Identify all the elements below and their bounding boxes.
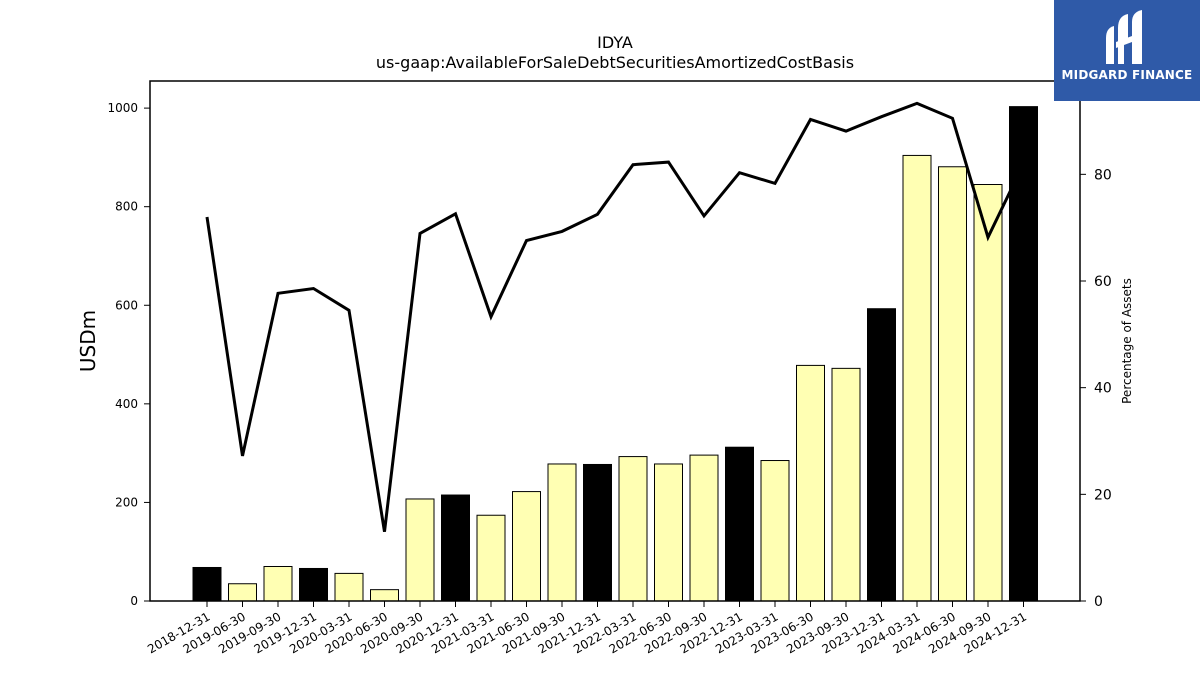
bar-2023-09-30 bbox=[831, 367, 861, 602]
right-tick-label: 40 bbox=[1094, 381, 1112, 397]
bar-2024-09-30 bbox=[973, 184, 1003, 602]
right-tick-label: 60 bbox=[1094, 274, 1112, 290]
chart-subtitle: us-gaap:AvailableForSaleDebtSecuritiesAm… bbox=[376, 53, 854, 72]
right-tick-label: 80 bbox=[1094, 167, 1112, 183]
midgard-logo-icon bbox=[1106, 10, 1142, 64]
bar-2019-06-30 bbox=[228, 583, 257, 602]
bar-2019-09-30 bbox=[263, 565, 293, 602]
bar-2024-12-31 bbox=[1009, 106, 1038, 602]
right-tick-label: 0 bbox=[1094, 594, 1103, 610]
bar-2020-06-30 bbox=[370, 589, 399, 602]
chart-title: IDYA bbox=[597, 33, 633, 52]
bar-2023-03-31 bbox=[760, 460, 790, 602]
x-axis: 2018-12-312019-06-302019-09-302019-12-31… bbox=[145, 601, 1029, 656]
right-tick-label: 20 bbox=[1094, 487, 1112, 503]
left-tick-label: 800 bbox=[115, 200, 138, 214]
bar-2020-12-31 bbox=[441, 494, 470, 602]
left-axis: 0 200 400 600 800 1000 bbox=[107, 101, 150, 608]
bar-2021-06-30 bbox=[512, 491, 541, 602]
left-tick-label: 400 bbox=[115, 397, 138, 411]
bar-2022-03-31 bbox=[618, 456, 648, 602]
bar-2020-03-31 bbox=[334, 572, 364, 602]
bar-2020-09-30 bbox=[405, 498, 435, 602]
left-axis-label: USDm bbox=[76, 310, 100, 372]
bar-series bbox=[192, 106, 1038, 602]
bar-2019-12-31 bbox=[299, 567, 328, 602]
plot-frame bbox=[149, 80, 1081, 602]
bar-2021-03-31 bbox=[476, 514, 506, 602]
bar-2018-12-31 bbox=[192, 566, 222, 602]
left-tick-label: 600 bbox=[115, 298, 138, 312]
bar-2024-06-30 bbox=[938, 166, 967, 602]
bar-2022-09-30 bbox=[689, 454, 719, 602]
bar-2021-09-30 bbox=[547, 463, 577, 602]
bar-2023-12-31 bbox=[867, 308, 896, 602]
bar-2022-06-30 bbox=[654, 463, 683, 602]
left-tick-label: 1000 bbox=[107, 101, 138, 115]
line-series-layer bbox=[205, 101, 1025, 532]
right-axis: 0 20 40 60 80 bbox=[1080, 167, 1112, 610]
brand-logo: MIDGARD FINANCE bbox=[1054, 0, 1200, 101]
bar-2022-12-31 bbox=[725, 446, 754, 602]
left-tick-label: 200 bbox=[115, 495, 138, 509]
bar-2021-12-31 bbox=[583, 463, 612, 602]
right-axis-label: Percentage of Assets bbox=[1120, 278, 1134, 404]
bar-2023-06-30 bbox=[796, 364, 825, 602]
percentage-line bbox=[205, 101, 1025, 532]
logo-text: MIDGARD FINANCE bbox=[1061, 68, 1193, 82]
left-tick-label: 0 bbox=[130, 594, 138, 608]
bar-2024-03-31 bbox=[902, 154, 932, 602]
